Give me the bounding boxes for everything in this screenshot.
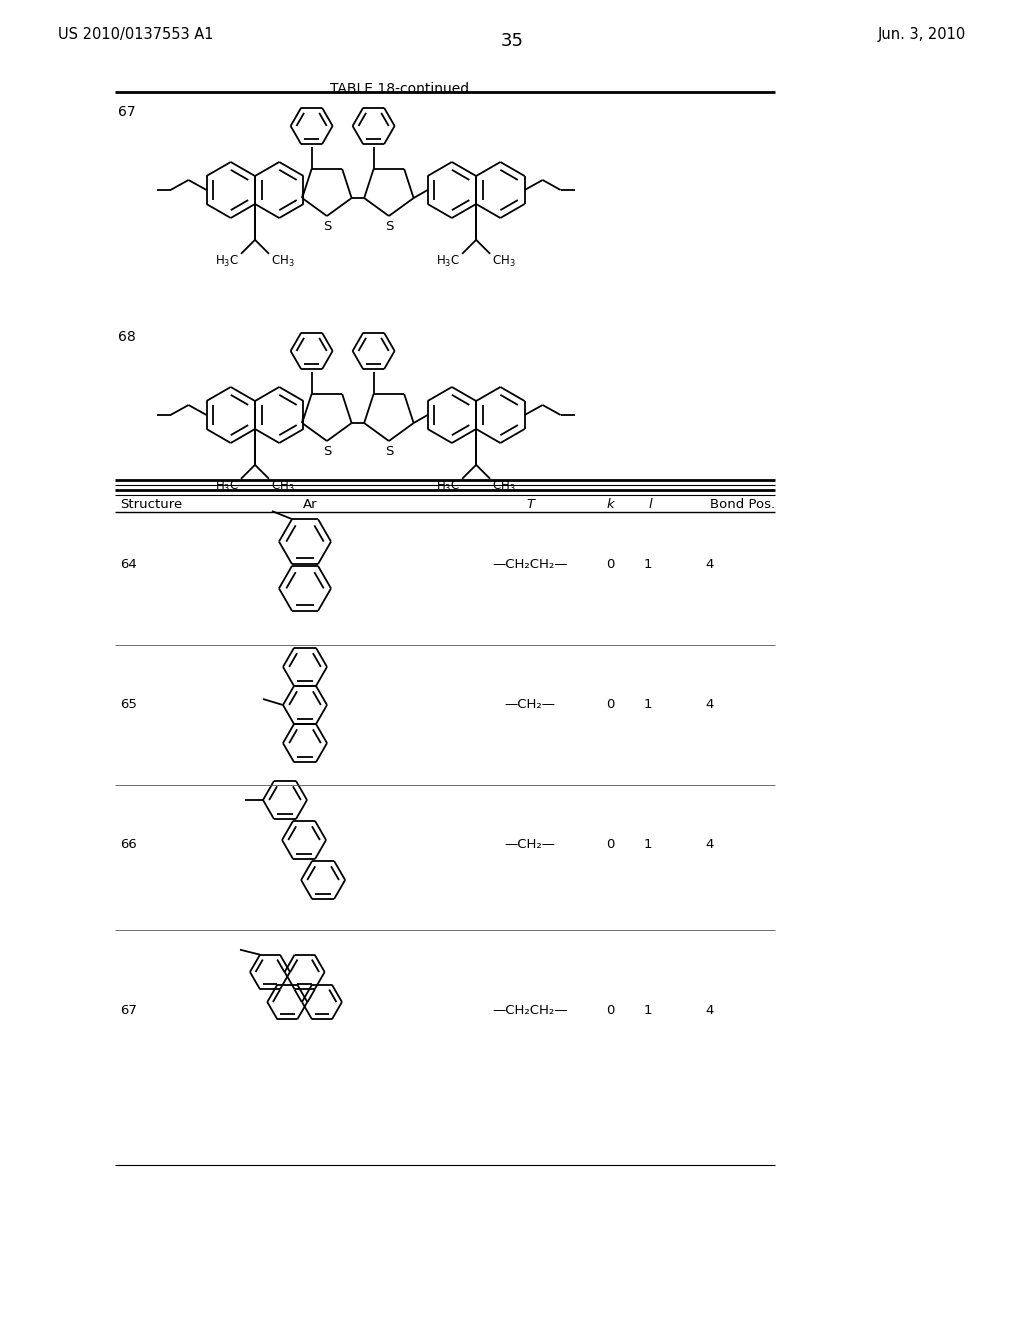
Text: l: l bbox=[648, 498, 652, 511]
Text: Jun. 3, 2010: Jun. 3, 2010 bbox=[878, 26, 966, 42]
Text: 66: 66 bbox=[120, 838, 137, 851]
Text: 64: 64 bbox=[120, 558, 137, 572]
Text: 68: 68 bbox=[118, 330, 136, 345]
Text: 65: 65 bbox=[120, 698, 137, 711]
Text: TABLE 18-continued: TABLE 18-continued bbox=[331, 82, 470, 96]
Text: Bond Pos.: Bond Pos. bbox=[710, 498, 775, 511]
Text: S: S bbox=[323, 220, 331, 234]
Text: H$_3$C: H$_3$C bbox=[436, 479, 460, 494]
Text: —CH₂CH₂—: —CH₂CH₂— bbox=[493, 558, 567, 572]
Text: 4: 4 bbox=[706, 838, 714, 851]
Text: —CH₂—: —CH₂— bbox=[505, 838, 555, 851]
Text: —CH₂CH₂—: —CH₂CH₂— bbox=[493, 1003, 567, 1016]
Text: 35: 35 bbox=[501, 32, 523, 50]
Text: 0: 0 bbox=[606, 838, 614, 851]
Text: 67: 67 bbox=[120, 1003, 137, 1016]
Text: Ar: Ar bbox=[303, 498, 317, 511]
Text: S: S bbox=[385, 445, 393, 458]
Text: H$_3$C: H$_3$C bbox=[215, 253, 239, 269]
Text: T: T bbox=[526, 498, 535, 511]
Text: k: k bbox=[606, 498, 613, 511]
Text: 0: 0 bbox=[606, 1003, 614, 1016]
Text: 0: 0 bbox=[606, 698, 614, 711]
Text: 4: 4 bbox=[706, 558, 714, 572]
Text: H$_3$C: H$_3$C bbox=[215, 479, 239, 494]
Text: 4: 4 bbox=[706, 1003, 714, 1016]
Text: CH$_3$: CH$_3$ bbox=[271, 253, 295, 269]
Text: CH$_3$: CH$_3$ bbox=[493, 479, 516, 494]
Text: —CH₂—: —CH₂— bbox=[505, 698, 555, 711]
Text: CH$_3$: CH$_3$ bbox=[493, 253, 516, 269]
Text: Structure: Structure bbox=[120, 498, 182, 511]
Text: 67: 67 bbox=[118, 106, 135, 119]
Text: H$_3$C: H$_3$C bbox=[436, 253, 460, 269]
Text: 1: 1 bbox=[644, 558, 652, 572]
Text: S: S bbox=[323, 445, 331, 458]
Text: 1: 1 bbox=[644, 698, 652, 711]
Text: 0: 0 bbox=[606, 558, 614, 572]
Text: 1: 1 bbox=[644, 1003, 652, 1016]
Text: S: S bbox=[385, 220, 393, 234]
Text: 4: 4 bbox=[706, 698, 714, 711]
Text: US 2010/0137553 A1: US 2010/0137553 A1 bbox=[58, 26, 213, 42]
Text: 1: 1 bbox=[644, 838, 652, 851]
Text: CH$_3$: CH$_3$ bbox=[271, 479, 295, 494]
